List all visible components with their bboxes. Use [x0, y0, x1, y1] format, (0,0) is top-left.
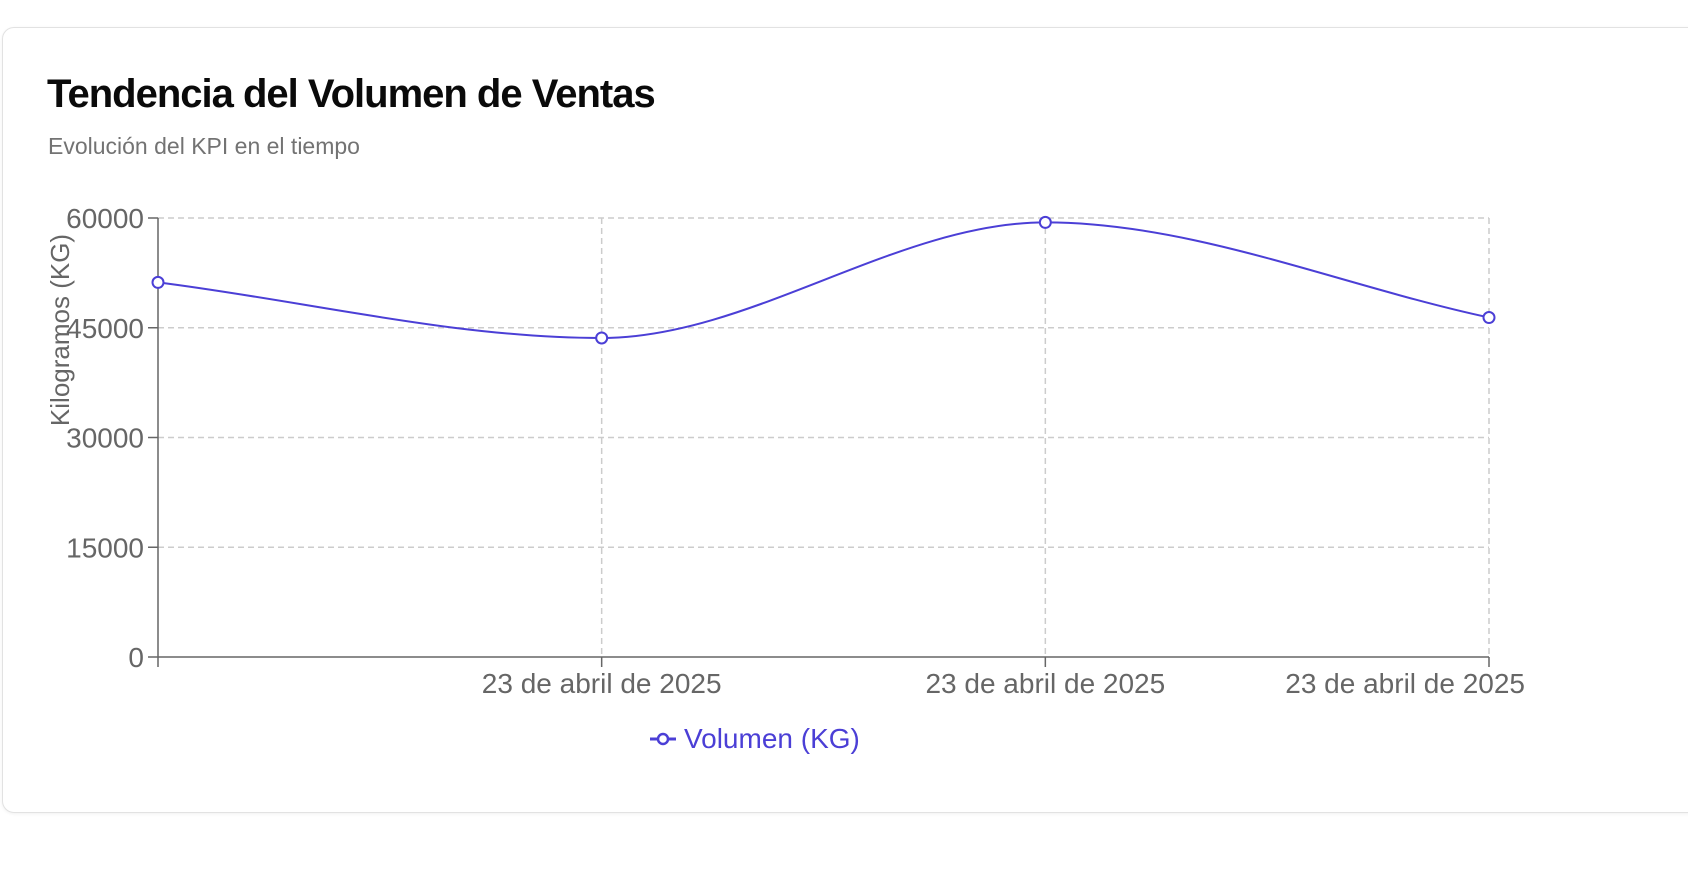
data-point — [1482, 311, 1496, 325]
card-subtitle: Evolución del KPI en el tiempo — [48, 133, 360, 159]
series-points — [151, 215, 1496, 345]
series-line — [157, 221, 1490, 339]
series-lines — [157, 221, 1490, 339]
card-title: Tendencia del Volumen de Ventas — [47, 72, 656, 116]
legend-series-dot-icon — [656, 732, 670, 746]
data-point — [151, 275, 165, 289]
axes — [148, 217, 1490, 667]
x-tick-label: 23 de abril de 2025 — [482, 668, 722, 699]
x-tick-label: 23 de abril de 2025 — [1285, 668, 1525, 699]
data-point — [595, 331, 609, 345]
x-tick-label: 23 de abril de 2025 — [925, 668, 1165, 699]
chart-legend[interactable]: Volumen (KG) — [650, 723, 860, 754]
grid-lines — [158, 217, 1490, 657]
chart-card — [2, 27, 1688, 813]
y-tick-labels: 0 15000 30000 45000 60000 — [66, 203, 144, 673]
y-tick-label: 30000 — [66, 423, 144, 454]
y-tick-label: 0 — [128, 642, 144, 673]
x-tick-labels: 23 de abril de 2025 23 de abril de 2025 23… — [482, 668, 1525, 699]
y-axis-title: Kilogramos (KG) — [45, 234, 75, 426]
y-tick-label: 45000 — [66, 313, 144, 344]
y-tick-label: 60000 — [66, 203, 144, 234]
y-tick-label: 15000 — [66, 532, 144, 563]
data-point — [1038, 215, 1052, 229]
legend-series-label: Volumen (KG) — [684, 723, 860, 754]
